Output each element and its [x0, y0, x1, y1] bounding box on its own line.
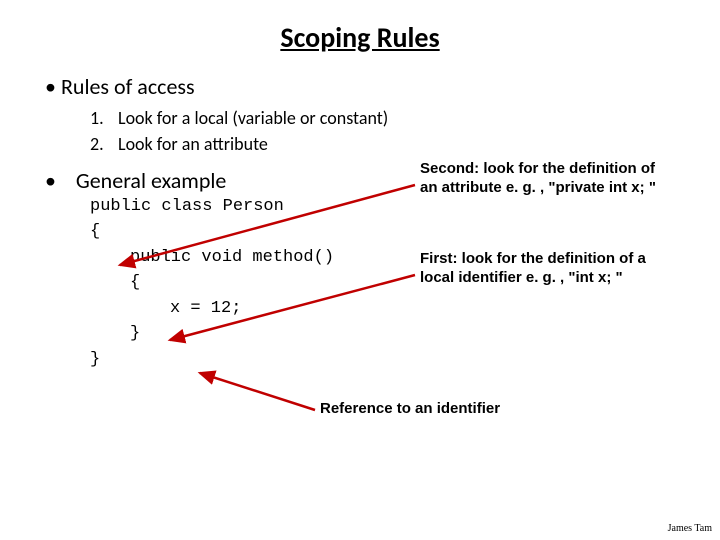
rule-text: Look for an attribute: [118, 133, 268, 155]
annotation-reference: Reference to an identifier: [320, 400, 520, 419]
footer-author: James Tam: [668, 523, 712, 534]
code-line: {: [90, 219, 685, 245]
bullet-rules-of-access: Rules of access: [45, 73, 685, 100]
slide-title: Scoping Rules: [35, 20, 685, 55]
code-line: }: [130, 321, 685, 347]
rule-item-1: 1.Look for a local (variable or constant…: [90, 106, 685, 130]
annotation-second: Second: look for the definition of an at…: [420, 160, 670, 198]
rule-text: Look for a local (variable or constant): [118, 107, 388, 129]
rule-item-2: 2.Look for an attribute: [90, 132, 685, 156]
code-line: x = 12;: [170, 296, 685, 322]
code-line: }: [90, 347, 685, 373]
rule-number: 2.: [90, 132, 118, 156]
rule-number: 1.: [90, 106, 118, 130]
rules-list: 1.Look for a local (variable or constant…: [90, 106, 685, 157]
annotation-first: First: look for the definition of a loca…: [420, 250, 670, 288]
